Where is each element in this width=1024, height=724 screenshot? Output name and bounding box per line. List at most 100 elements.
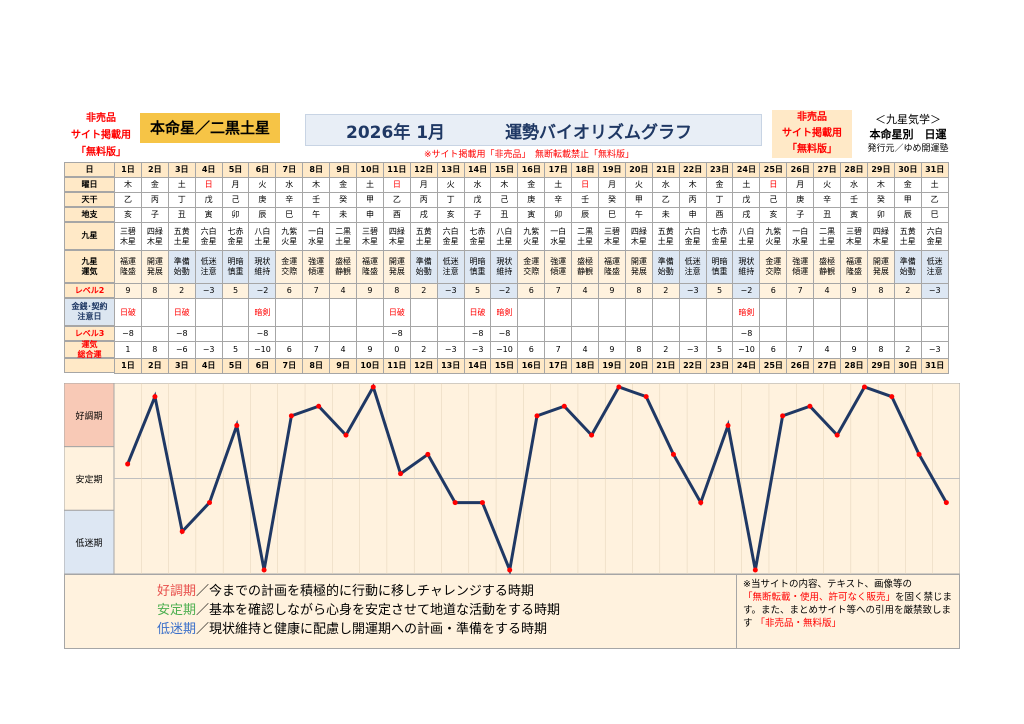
row-label: 曜日 bbox=[64, 177, 114, 192]
kyusei-cell: 九紫 火星 bbox=[759, 222, 788, 251]
level2-cell: 8 bbox=[382, 283, 411, 299]
notice-red: 「無断転載・使用、許可なく販売」 bbox=[743, 592, 896, 603]
data-point bbox=[670, 451, 676, 457]
chishi-cell: 寅 bbox=[840, 207, 868, 223]
kyusei-cell: 四緑 木星 bbox=[624, 222, 653, 251]
kinsen-cell bbox=[651, 298, 680, 327]
total-cell: 4 bbox=[571, 341, 600, 359]
data-point bbox=[234, 423, 240, 429]
nonsale-label-right: 非売品 サイト掲載用 「無料版」 bbox=[772, 110, 852, 158]
kinsen-cell: 暗剣 bbox=[732, 298, 761, 327]
kyusei-cell: 三碧 木星 bbox=[840, 222, 868, 251]
tenkan-cell: 戊 bbox=[463, 192, 492, 208]
row-label: 金銭･契約 注意日 bbox=[64, 298, 114, 326]
days-cell: 3日 bbox=[167, 358, 196, 374]
level3-cell bbox=[409, 326, 438, 342]
kyusei-cell: 八白 土星 bbox=[732, 222, 761, 251]
tenkan-cell: 己 bbox=[759, 192, 788, 208]
chishi-cell: 辰 bbox=[248, 207, 277, 223]
total-cell: 2 bbox=[409, 341, 438, 359]
fortune-table: 1日 2日 3日 4日 5日 6日 7日 8日 9日 10日 11日 12日 13日 14日 15日 16日 1… bbox=[114, 162, 949, 374]
chishi-cell: 子 bbox=[140, 207, 169, 223]
tenkan-cell: 丁 bbox=[705, 192, 734, 208]
level2-cell: −3 bbox=[194, 283, 223, 299]
level3-cell bbox=[786, 326, 815, 342]
chishi-cell: 巳 bbox=[275, 207, 304, 223]
weekday-cell: 日 bbox=[194, 177, 223, 193]
weekday-cell: 日 bbox=[759, 177, 788, 193]
chishi-cell: 卯 bbox=[866, 207, 895, 223]
tenkan-cell: 甲 bbox=[356, 192, 384, 208]
weekday-cell: 金 bbox=[893, 177, 922, 193]
notice-red: 「非売品・無料版」 bbox=[755, 618, 842, 629]
chishi-cell: 子 bbox=[786, 207, 815, 223]
chishi-cell: 巳 bbox=[598, 207, 626, 223]
chishi-cell: 亥 bbox=[114, 207, 142, 223]
level2-cell: 9 bbox=[840, 283, 868, 299]
unki-cell: 強運 傾運 bbox=[786, 250, 815, 284]
tenkan-cell: 甲 bbox=[624, 192, 653, 208]
days-cell: 16日 bbox=[517, 358, 546, 374]
total-cell: 2 bbox=[893, 341, 922, 359]
unki-cell: 低迷 注意 bbox=[920, 250, 949, 284]
days-cell: 1日 bbox=[114, 162, 142, 178]
tenkan-cell: 己 bbox=[221, 192, 250, 208]
row-label: 九星 運気 bbox=[64, 250, 114, 283]
level3-cell: −8 bbox=[248, 326, 277, 342]
level2-cell: 9 bbox=[356, 283, 384, 299]
total-cell: 1 bbox=[114, 341, 142, 359]
tenkan-cell: 戊 bbox=[194, 192, 223, 208]
weekday-cell: 月 bbox=[221, 177, 250, 193]
days-cell: 11日 bbox=[382, 162, 411, 178]
level2-cell: −2 bbox=[490, 283, 519, 299]
level2-cell: 5 bbox=[705, 283, 734, 299]
kyusei-title: ＜九星気学＞ bbox=[875, 113, 941, 126]
row-level3: −8 −8 −8 −8 −8 −8 −8 bbox=[114, 326, 949, 342]
unki-cell: 福運 隆盛 bbox=[114, 250, 142, 284]
row-tenkan: 乙丙丁戊己庚辛壬癸甲乙丙丁戊己庚辛壬癸甲乙丙丁戊己庚辛壬癸甲乙 bbox=[114, 192, 949, 208]
tenkan-cell: 癸 bbox=[329, 192, 358, 208]
unki-cell: 低迷 注意 bbox=[436, 250, 465, 284]
kinsen-cell bbox=[598, 298, 626, 327]
data-point bbox=[643, 394, 649, 400]
row-kinsen: 日破 日破 暗剣 日破 日破 暗剣 暗剣 bbox=[114, 298, 949, 327]
kinsen-cell bbox=[866, 298, 895, 327]
kinsen-cell bbox=[813, 298, 842, 327]
total-cell: 6 bbox=[759, 341, 788, 359]
unki-cell: 開運 発展 bbox=[382, 250, 411, 284]
days-cell: 2日 bbox=[140, 162, 169, 178]
days-cell: 9日 bbox=[329, 358, 358, 374]
tenkan-cell: 辛 bbox=[544, 192, 573, 208]
level3-cell: −8 bbox=[463, 326, 492, 342]
level3-cell: −8 bbox=[167, 326, 196, 342]
kinsen-cell bbox=[544, 298, 573, 327]
kinsen-cell bbox=[409, 298, 438, 327]
data-point bbox=[916, 451, 922, 457]
level2-cell: 8 bbox=[866, 283, 895, 299]
data-point bbox=[616, 384, 622, 390]
site-use-line: サイト掲載用 bbox=[71, 130, 131, 141]
chishi-cell: 巳 bbox=[920, 207, 949, 223]
unki-cell: 強運 傾運 bbox=[544, 250, 573, 284]
data-point bbox=[316, 403, 322, 409]
tenkan-cell: 乙 bbox=[114, 192, 142, 208]
kyusei-cell: 九紫 火星 bbox=[275, 222, 304, 251]
days-cell: 29日 bbox=[866, 358, 895, 374]
legend-item-low: 低迷期／現状維持と健康に配慮し開運期への計画・準備をする時期 bbox=[157, 621, 547, 639]
data-point bbox=[207, 500, 213, 506]
days-cell: 3日 bbox=[167, 162, 196, 178]
band-label: 安定期 bbox=[75, 474, 102, 486]
total-cell: −3 bbox=[194, 341, 223, 359]
total-cell: 9 bbox=[356, 341, 384, 359]
weekday-cell: 水 bbox=[463, 177, 492, 193]
data-point bbox=[534, 413, 540, 419]
level3-cell bbox=[356, 326, 384, 342]
days-cell: 29日 bbox=[866, 162, 895, 178]
unki-cell: 明暗 慎重 bbox=[705, 250, 734, 284]
unki-cell: 盛極 静観 bbox=[329, 250, 358, 284]
total-cell: 8 bbox=[866, 341, 895, 359]
kyusei-cell: 八白 土星 bbox=[248, 222, 277, 251]
legend-item-stable: 安定期／基本を確認しながら心身を安定させて地道な活動をする時期 bbox=[157, 602, 560, 620]
total-cell: 6 bbox=[517, 341, 546, 359]
kyusei-cell: 四緑 木星 bbox=[382, 222, 411, 251]
